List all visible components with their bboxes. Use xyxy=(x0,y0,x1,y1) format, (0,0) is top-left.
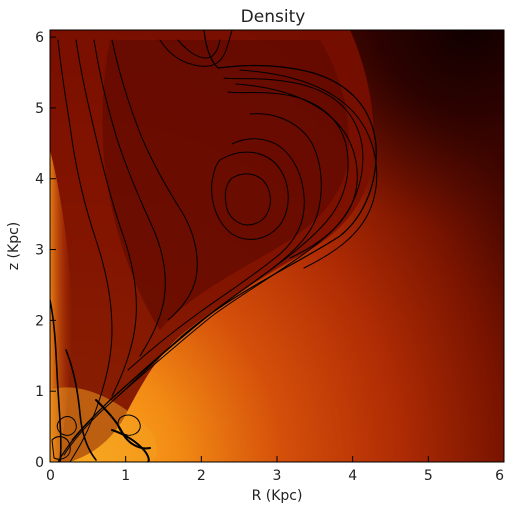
y-tick-label: 1 xyxy=(35,384,44,400)
x-tick-label: 6 xyxy=(495,468,504,484)
y-axis-label: z (Kpc) xyxy=(6,222,22,271)
contour-shell-outer xyxy=(239,69,378,269)
contour-inner-ring-2 xyxy=(224,173,271,226)
x-axis: 0 1 2 3 4 5 6 xyxy=(46,456,505,484)
x-axis-label: R (Kpc) xyxy=(252,488,303,504)
contour-3 xyxy=(71,91,349,441)
x-tick-label: 3 xyxy=(273,468,282,484)
contour-base-4 xyxy=(111,429,150,462)
x-tick-label: 2 xyxy=(197,468,206,484)
contour-4 xyxy=(117,113,322,397)
plot-area xyxy=(50,30,504,462)
contour-base-2 xyxy=(65,349,97,461)
x-tick-label: 5 xyxy=(424,468,433,484)
contour-base-1 xyxy=(50,299,62,462)
contour-left-lobe xyxy=(57,39,113,462)
y-tick-label: 3 xyxy=(35,243,44,259)
x-tick-label: 1 xyxy=(121,468,130,484)
contour-inner-ring xyxy=(211,151,289,240)
y-tick-label: 4 xyxy=(35,172,44,188)
contour-5 xyxy=(127,138,305,371)
x-tick-label: 4 xyxy=(348,468,357,484)
hot-column xyxy=(50,150,73,462)
contour-lines xyxy=(50,30,378,462)
chart-title: Density xyxy=(241,7,306,27)
x-tick-label: 0 xyxy=(46,468,55,484)
y-axis: 0 1 2 3 4 5 6 xyxy=(35,30,56,471)
contour-top-plume-2 xyxy=(177,39,221,59)
contour-base-small-3 xyxy=(117,414,141,436)
contour-left-lobe-2 xyxy=(75,39,137,397)
y-tick-label: 6 xyxy=(35,30,44,46)
y-tick-label: 2 xyxy=(35,313,44,329)
bubble-core xyxy=(102,40,349,330)
y-tick-label: 5 xyxy=(35,101,44,117)
contour-base-small-1 xyxy=(56,416,77,436)
contour-left-lobe-4 xyxy=(111,39,198,321)
contour-left-lobe-3 xyxy=(93,39,166,357)
contour-top-plume xyxy=(159,30,233,67)
contour-base-small-2 xyxy=(51,436,71,460)
y-tick-label: 0 xyxy=(35,455,44,471)
contour-shell-2 xyxy=(235,83,358,259)
